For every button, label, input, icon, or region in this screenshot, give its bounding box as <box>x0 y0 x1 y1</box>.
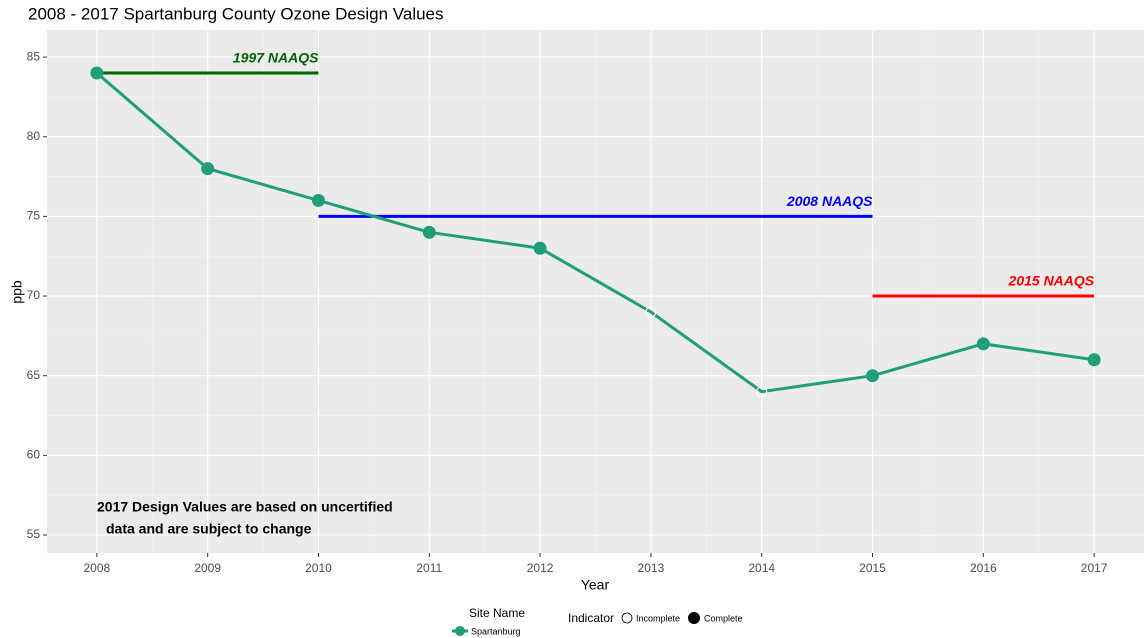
standard-label: 2008 NAAQS <box>786 193 873 209</box>
data-point <box>311 193 325 207</box>
chart-title: 2008 - 2017 Spartanburg County Ozone Des… <box>28 4 444 23</box>
x-tick-label: 2017 <box>1081 561 1108 575</box>
annotation: 2017 Design Values are based on uncertif… <box>97 499 393 515</box>
y-tick-label: 80 <box>27 129 41 143</box>
x-tick-label: 2011 <box>416 561 442 575</box>
standard-label: 2015 NAAQS <box>1008 273 1095 289</box>
standard-label: 1997 NAAQS <box>233 50 319 66</box>
x-tick-label: 2009 <box>194 561 221 575</box>
y-tick-label: 70 <box>27 288 41 302</box>
x-tick-label: 2012 <box>527 561 554 575</box>
annotation: data and are subject to change <box>106 521 312 537</box>
data-point <box>533 241 547 255</box>
y-tick-label: 65 <box>27 368 41 382</box>
legend-title: Indicator <box>568 611 614 625</box>
y-axis-label: ppb <box>9 280 25 304</box>
x-tick-label: 2016 <box>970 561 997 575</box>
legend-key-point <box>688 612 700 624</box>
series-line <box>95 71 1095 394</box>
legend-title: Site Name <box>469 606 525 620</box>
x-tick-label: 2010 <box>305 561 332 575</box>
y-tick-label: 55 <box>27 527 41 541</box>
data-point <box>866 369 880 383</box>
legend-key-point <box>621 612 633 624</box>
data-point <box>645 306 657 318</box>
legend-label: Spartanburg <box>471 626 521 636</box>
x-axis-label: Year <box>581 577 610 593</box>
data-point <box>976 337 990 351</box>
legend-key-point <box>455 626 465 636</box>
x-tick-label: 2014 <box>748 561 775 575</box>
data-point <box>422 225 436 239</box>
legend-label: Incomplete <box>636 613 680 623</box>
x-tick-label: 2015 <box>859 561 886 575</box>
legend-label: Complete <box>704 613 743 623</box>
x-tick-label: 2008 <box>84 561 111 575</box>
data-point <box>90 66 104 80</box>
x-tick-label: 2013 <box>638 561 665 575</box>
data-point <box>201 162 215 176</box>
data-point <box>1087 353 1101 367</box>
y-tick-label: 85 <box>27 49 41 63</box>
data-point <box>756 386 768 398</box>
y-tick-label: 75 <box>27 209 41 223</box>
y-tick-label: 60 <box>27 448 41 462</box>
